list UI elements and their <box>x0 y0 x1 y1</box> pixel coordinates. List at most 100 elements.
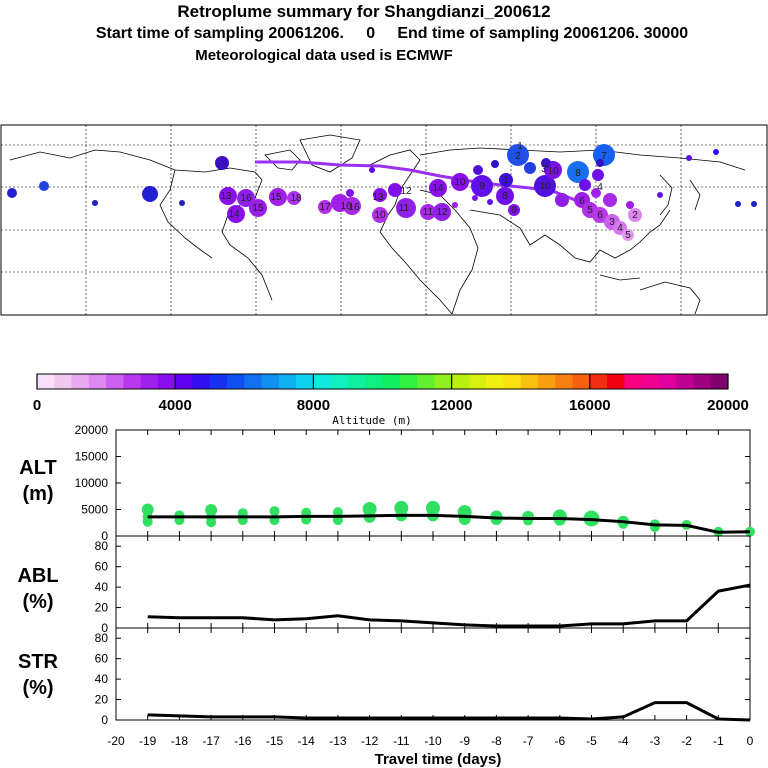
altitude-scatter-point <box>142 516 153 527</box>
trajectory-cluster-dot <box>452 202 458 208</box>
colorbar-cell <box>37 374 55 389</box>
x-axis-label: Travel time (days) <box>375 751 502 768</box>
colorbar-cell <box>624 374 643 389</box>
trajectory-label: 10 <box>374 210 386 221</box>
trajectory-cluster-dot <box>219 187 237 205</box>
colorbar-tick-label: 0 <box>33 397 41 414</box>
trajectory-cluster-dot <box>603 193 617 207</box>
trajectory-cluster-dot <box>215 156 229 170</box>
altitude-scatter-point <box>141 503 154 516</box>
trajectory-cluster-dot <box>372 207 388 223</box>
trajectory-cluster-dot <box>592 169 604 181</box>
y-tick-label: 0 <box>101 713 108 727</box>
trajectory-cluster-dot <box>179 200 185 206</box>
trajectory-cluster-dot <box>751 201 757 207</box>
trajectory-cluster-dot <box>686 155 692 161</box>
trajectory-label: 17 <box>319 202 331 213</box>
colorbar-cell <box>296 374 314 389</box>
trajectory-cluster-dot <box>429 179 447 197</box>
trajectory-cluster-dot <box>507 144 529 166</box>
colorbar-cell <box>658 374 677 389</box>
trajectory-label: 15 <box>270 192 282 203</box>
x-tick-label: -7 <box>523 734 534 748</box>
trajectory-cluster-dot <box>499 173 513 187</box>
panel-ylabel: ABL <box>17 565 58 587</box>
colorbar-cell <box>278 374 297 389</box>
colorbar-cell <box>347 374 366 389</box>
time-series-panels: 0 5000 10000 15000 20000 ALT (m) 0 20 40 60 80 ABL (%… <box>17 423 755 768</box>
trajectory-label: 4 <box>617 223 623 234</box>
trajectory-cluster-dot <box>524 162 536 174</box>
x-tick-label: -2 <box>681 734 692 748</box>
trajectory-label: 11 <box>423 207 434 218</box>
trajectory-cluster-dot <box>591 188 601 198</box>
altitude-colorbar: 0 4000 8000 12000 16000 20000 Altitude (m) <box>33 373 749 427</box>
panel-ylabel-unit: (%) <box>22 591 53 613</box>
altitude-scatter-point <box>269 506 280 517</box>
colorbar-cell <box>486 374 504 389</box>
trajectory-cluster-dot <box>249 199 267 217</box>
trajectory-label: 15 <box>252 203 264 214</box>
y-tick-label: 0 <box>101 621 108 635</box>
panel-ylabel-unit: (%) <box>22 677 53 699</box>
trajectory-cluster-dot <box>735 201 741 207</box>
colorbar-cell <box>555 374 574 389</box>
trajectory-cluster-dot <box>369 167 375 173</box>
colorbar-cell <box>693 374 712 389</box>
series-line-str <box>147 701 751 722</box>
trajectory-cluster-dot <box>433 203 451 221</box>
trajectory-label: 12 <box>436 207 448 218</box>
trajectory-label: 8 <box>502 191 508 202</box>
trajectory-label: 5 <box>625 230 631 241</box>
colorbar-cell <box>676 374 694 389</box>
trajectory-label: 10 <box>547 166 559 177</box>
trajectory-label: 9 <box>479 181 485 192</box>
colorbar-cell <box>244 374 263 389</box>
met-data-line: Meteorological data used is ECMWF <box>195 47 453 64</box>
colorbar-cell <box>434 374 453 389</box>
trajectory-cluster-dot <box>388 183 402 197</box>
y-tick-label: 80 <box>95 631 109 645</box>
trajectory-cluster-dot <box>534 175 556 197</box>
trajectory-cluster-dot <box>579 179 591 191</box>
colorbar-cell <box>209 374 228 389</box>
trajectory-label: 4 <box>597 182 603 193</box>
trajectory-cluster-dot <box>287 191 301 205</box>
y-tick-label: 60 <box>95 560 109 574</box>
x-tick-label: -12 <box>361 734 379 748</box>
trajectory-cluster-dot <box>373 188 387 202</box>
trajectory-cluster-dot <box>473 165 483 175</box>
trajectory-label: 11 <box>399 203 410 214</box>
colorbar-cell <box>88 374 107 389</box>
trajectory-label: 2 <box>515 151 521 162</box>
trajectory-label: 1 <box>517 141 523 152</box>
trajectory-cluster-dot <box>626 201 634 209</box>
panel-ylabel: ALT <box>19 457 56 479</box>
colorbar-tick-label: 16000 <box>569 397 611 414</box>
y-tick-label: 5000 <box>81 503 108 517</box>
y-tick-label: 40 <box>95 580 109 594</box>
trajectory-cluster-dot <box>487 199 493 205</box>
trajectory-cluster-dot <box>508 204 520 216</box>
chart-title: Retroplume summary for Shangdianzi_20061… <box>177 2 551 21</box>
trajectory-label: 14 <box>228 209 240 220</box>
colorbar-cell <box>399 374 418 389</box>
colorbar-cell <box>71 374 90 389</box>
y-tick-label: 40 <box>95 672 109 686</box>
colorbar-cell <box>140 374 159 389</box>
trajectory-cluster-dot <box>713 149 719 155</box>
colorbar-cell <box>451 374 470 389</box>
colorbar-cell <box>123 374 142 389</box>
colorbar-cell <box>468 374 487 389</box>
trajectory-cluster-dot <box>227 205 245 223</box>
trajectory-cluster-dot <box>567 161 589 183</box>
y-tick-label: 10000 <box>75 476 109 490</box>
y-tick-label: 20 <box>95 693 109 707</box>
colorbar-cell <box>607 374 625 389</box>
trajectory-label: 10 <box>454 177 466 188</box>
x-tick-label: -6 <box>554 734 565 748</box>
trajectory-label: 9 <box>511 205 517 216</box>
y-tick-label: 15000 <box>75 450 109 464</box>
